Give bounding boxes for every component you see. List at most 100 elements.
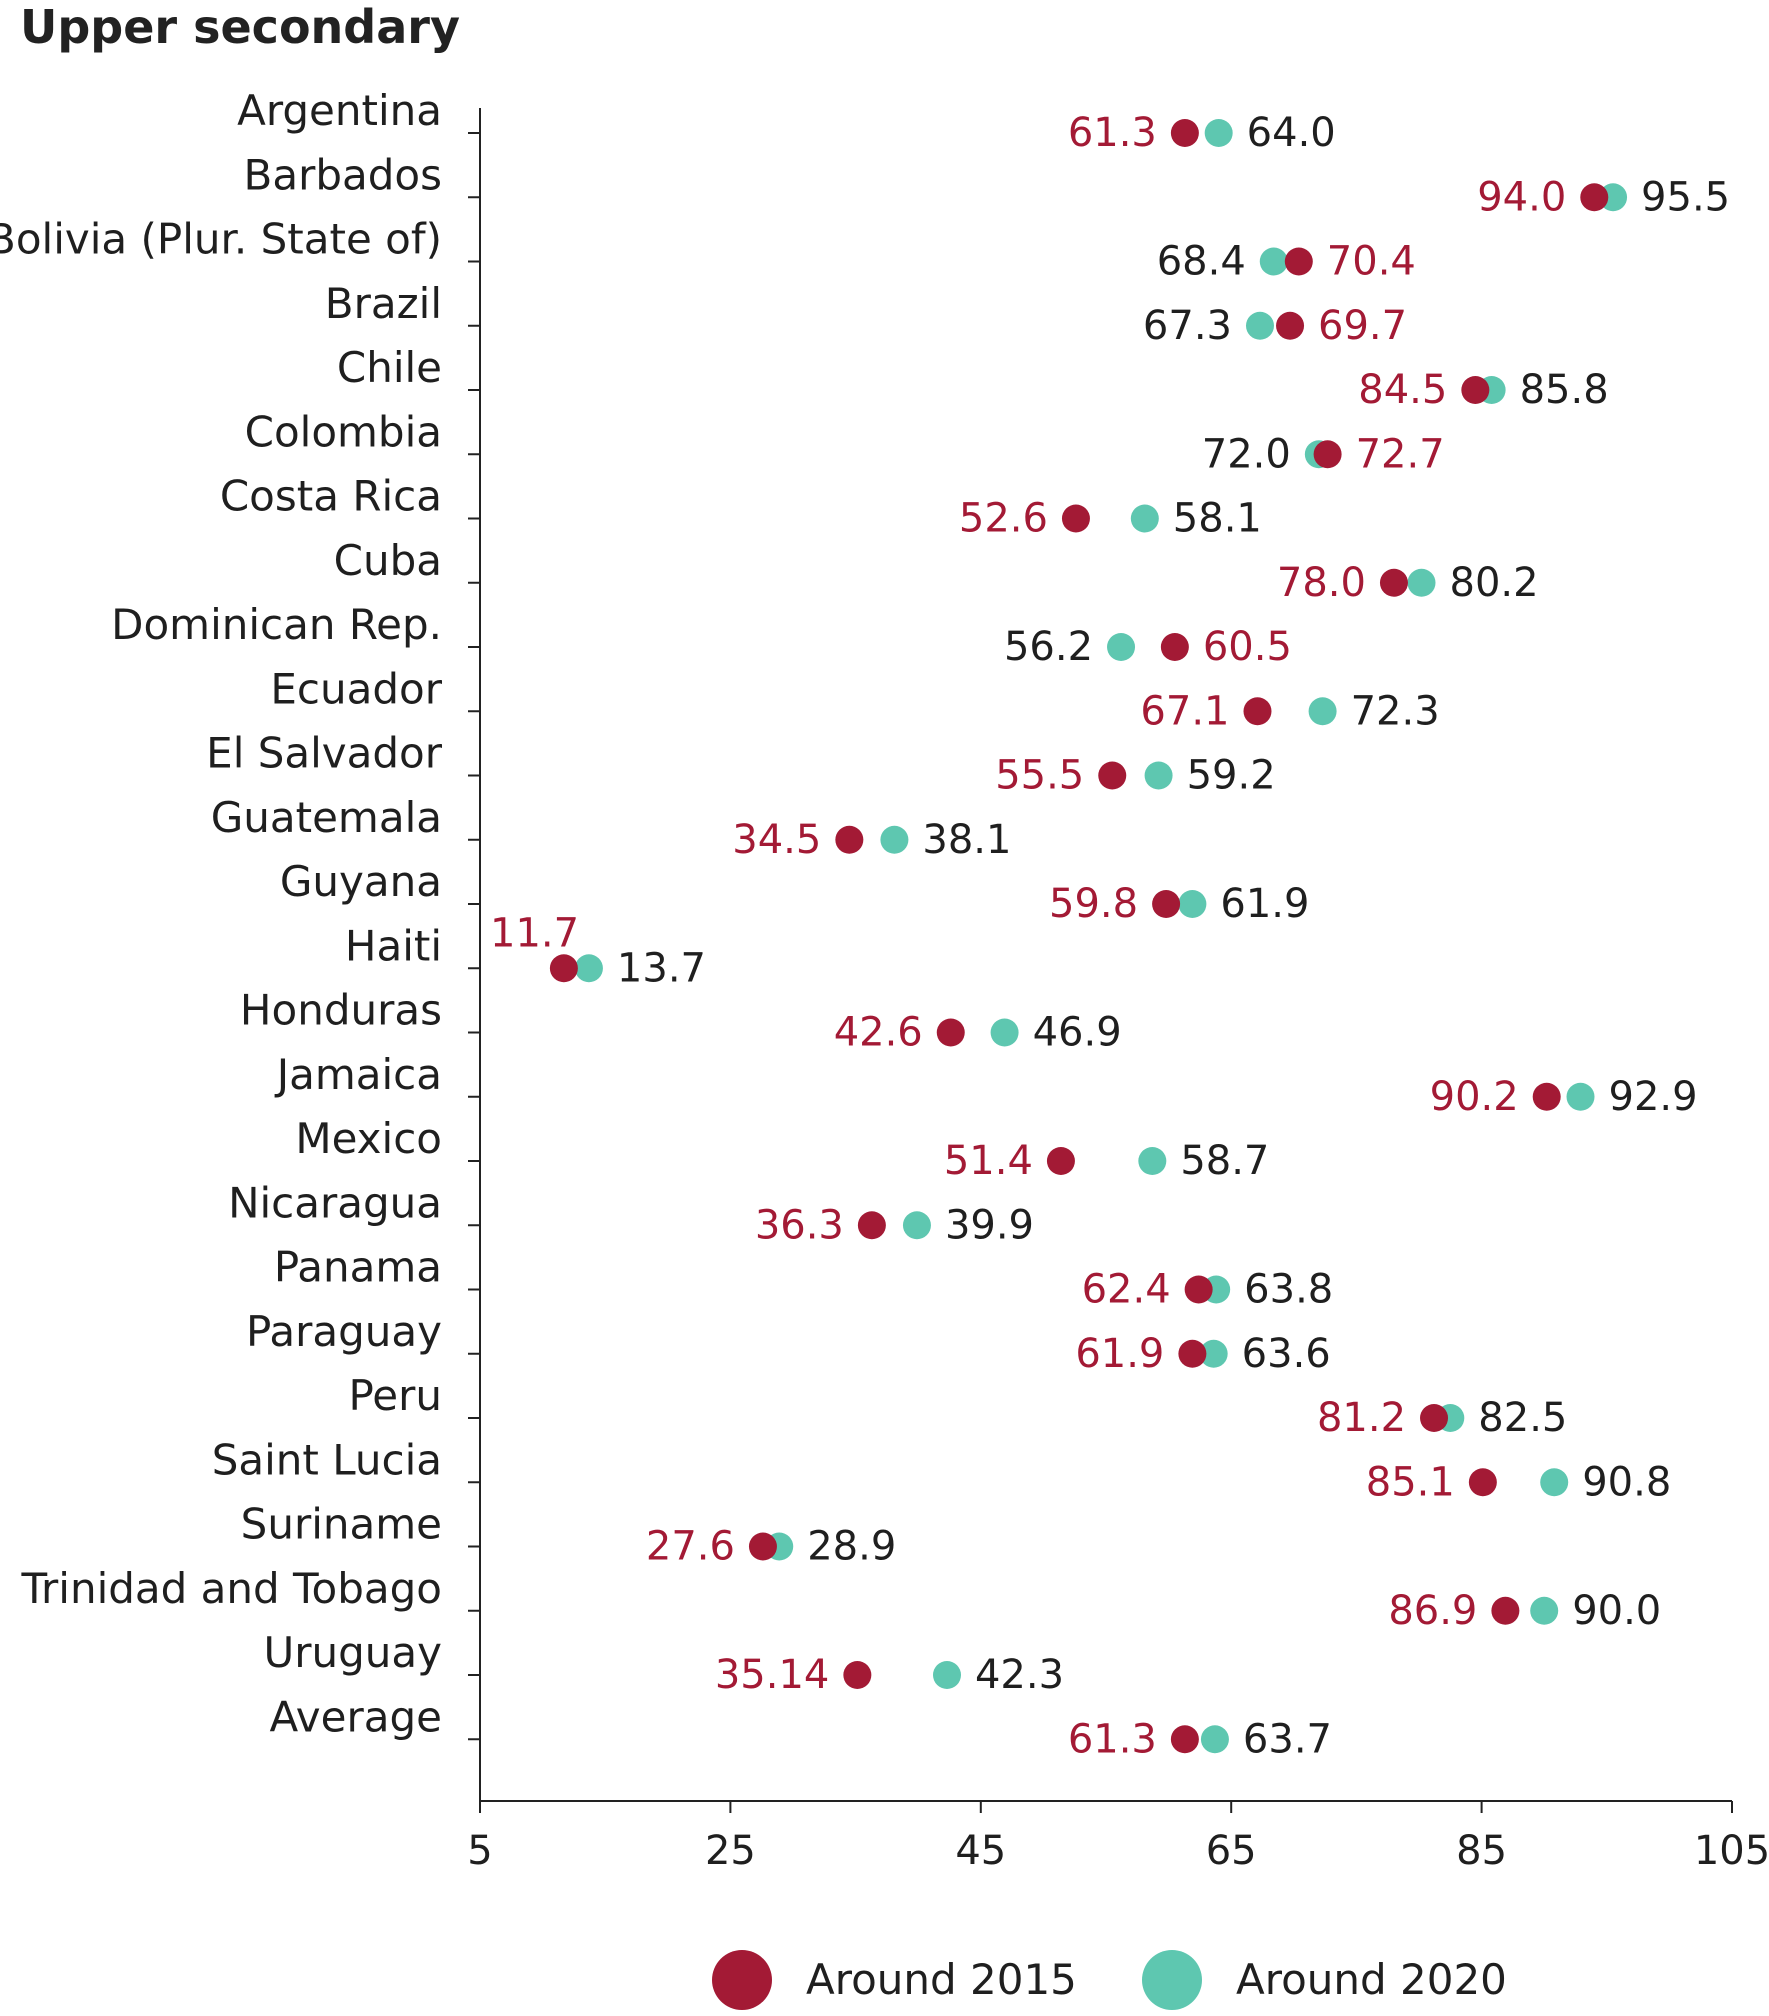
value-label-2020: 58.1 — [1173, 496, 1262, 542]
dot-2015 — [1046, 1147, 1075, 1175]
dot-2015 — [1461, 376, 1490, 404]
dot-2020 — [1199, 1339, 1228, 1368]
value-label-2020: 92.9 — [1609, 1074, 1698, 1120]
value-label-2020: 28.9 — [807, 1524, 896, 1570]
dot-2020 — [574, 954, 603, 983]
x-tick-label: 25 — [705, 1828, 756, 1874]
dot-2020 — [990, 1018, 1019, 1047]
country-label: Guatemala — [211, 793, 442, 842]
chart-axes: 5 25 45 65 85 105 Argentina Barbados Bolivia (Pl… — [0, 86, 1769, 1874]
country-label: Honduras — [240, 986, 442, 1035]
country-label: Peru — [348, 1371, 442, 1420]
dot-2020 — [1200, 1725, 1229, 1754]
dot-2020 — [1540, 1468, 1569, 1497]
country-label: Guyana — [280, 857, 442, 906]
dot-2015 — [1468, 1468, 1497, 1497]
dot-2020 — [1566, 1082, 1595, 1111]
dot-2015 — [1184, 1275, 1213, 1304]
dot-2015 — [1580, 183, 1609, 212]
value-label-2020: 59.2 — [1187, 753, 1276, 799]
value-label-2020: 90.8 — [1582, 1459, 1671, 1505]
chart-title: Upper secondary — [20, 0, 460, 54]
value-label-2020: 46.9 — [1033, 1010, 1122, 1056]
value-label-2020: 85.8 — [1520, 367, 1609, 413]
value-label-2015: 11.7 — [490, 910, 579, 956]
country-label: Panama — [274, 1243, 442, 1292]
value-label-2020: 42.3 — [975, 1652, 1064, 1698]
country-label: Brazil — [325, 279, 442, 328]
value-label-2020: 61.9 — [1220, 881, 1309, 927]
value-label-2020: 82.5 — [1478, 1395, 1567, 1441]
country-label: Chile — [337, 343, 442, 392]
legend-marker-2020 — [1142, 1950, 1202, 2010]
country-label: Nicaragua — [228, 1178, 442, 1227]
value-label-2015: 61.3 — [1068, 110, 1157, 156]
dot-2015 — [1276, 311, 1305, 340]
value-label-2015: 35.14 — [715, 1652, 830, 1698]
value-label-2015: 60.5 — [1203, 624, 1292, 670]
value-label-2020: 63.6 — [1242, 1331, 1331, 1377]
value-label-2015: 72.7 — [1356, 431, 1445, 477]
value-label-2020: 68.4 — [1157, 239, 1246, 285]
country-label: Average — [270, 1692, 442, 1741]
value-label-2015: 84.5 — [1358, 367, 1447, 413]
dot-2020 — [1407, 568, 1436, 597]
dot-2020 — [1107, 633, 1136, 661]
x-tick-label: 105 — [1694, 1828, 1769, 1874]
country-label: Uruguay — [264, 1628, 443, 1677]
dot-2015 — [1178, 1339, 1207, 1368]
value-label-2020: 39.9 — [945, 1202, 1034, 1248]
value-label-2020: 63.8 — [1244, 1267, 1333, 1313]
legend-marker-2015 — [712, 1950, 772, 2010]
value-label-2015: 42.6 — [834, 1010, 923, 1056]
value-label-2015: 36.3 — [755, 1202, 844, 1248]
dot-2015 — [835, 825, 864, 854]
dot-2015 — [1313, 440, 1342, 469]
dot-2015 — [843, 1661, 872, 1689]
dot-2015 — [1170, 119, 1199, 147]
country-label: Mexico — [295, 1114, 442, 1163]
value-label-2015: 51.4 — [944, 1138, 1033, 1184]
dot-2020 — [1530, 1596, 1559, 1625]
legend-label-2015: Around 2015 — [806, 1955, 1077, 2004]
value-label-2015: 78.0 — [1277, 560, 1366, 606]
legend-label-2020: Around 2020 — [1236, 1955, 1507, 2004]
value-label-2020: 80.2 — [1450, 560, 1539, 606]
country-label: Jamaica — [274, 1050, 442, 1099]
dot-2020 — [1144, 761, 1173, 790]
dot-2015 — [1491, 1596, 1520, 1625]
value-label-2020: 64.0 — [1247, 110, 1336, 156]
dot-2020 — [880, 825, 909, 854]
dot-2015 — [1532, 1082, 1561, 1111]
dot-2015 — [1379, 568, 1408, 597]
country-label: Trinidad and Tobago — [21, 1564, 442, 1613]
dot-2015 — [1152, 890, 1181, 918]
dot-2015 — [1170, 1725, 1199, 1754]
country-label: El Salvador — [206, 729, 443, 778]
country-label: Argentina — [237, 86, 442, 135]
x-tick-label: 65 — [1206, 1828, 1257, 1874]
x-tick-label: 85 — [1456, 1828, 1507, 1874]
dot-2020 — [1204, 119, 1233, 147]
value-label-2015: 94.0 — [1477, 174, 1566, 220]
value-label-2015: 59.8 — [1049, 881, 1138, 927]
country-label: Haiti — [345, 921, 442, 970]
dot-2015 — [1243, 697, 1272, 726]
country-label: Cuba — [334, 536, 442, 585]
value-label-2015: 67.1 — [1140, 688, 1229, 734]
dot-2020 — [1138, 1147, 1167, 1175]
dot-2015 — [549, 954, 578, 983]
dot-2020 — [1178, 890, 1207, 918]
country-label: Costa Rica — [220, 472, 442, 521]
value-label-2015: 61.9 — [1075, 1331, 1164, 1377]
value-label-2015: 90.2 — [1430, 1074, 1519, 1120]
dot-2015 — [1160, 633, 1189, 661]
country-label: Bolivia (Plur. State of) — [0, 215, 442, 264]
country-label: Saint Lucia — [212, 1435, 442, 1484]
country-label: Dominican Rep. — [111, 600, 442, 649]
value-label-2015: 62.4 — [1082, 1267, 1171, 1313]
dot-2020 — [902, 1211, 931, 1240]
dot-2020 — [1245, 311, 1274, 340]
country-label: Suriname — [241, 1500, 442, 1549]
